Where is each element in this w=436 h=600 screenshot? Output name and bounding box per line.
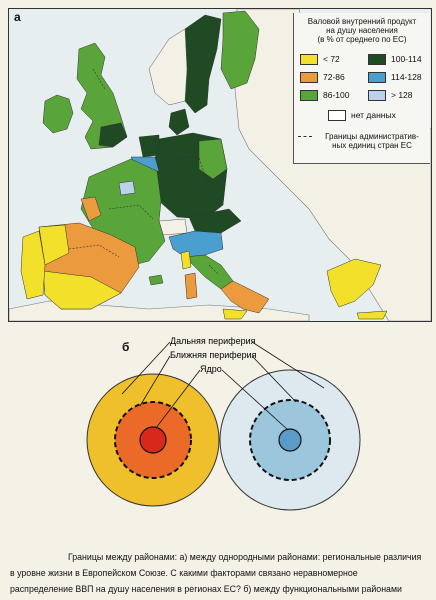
near-periphery-label: Ближняя периферия: [170, 350, 257, 360]
finland: [220, 10, 260, 90]
legend-item: 100-114: [368, 53, 422, 65]
caption-line: распределение ВВП на душу населения в ре…: [10, 584, 402, 594]
dashed-line-sample: [298, 136, 312, 137]
sicily: [222, 308, 248, 320]
caption-line: Границы между районами: а) между однород…: [68, 552, 422, 562]
switzerland: [158, 218, 188, 236]
far-periphery-label: Дальняя периферия: [170, 336, 256, 346]
crete: [356, 310, 388, 320]
legend-title: Валовой внутренний продукт на душу насел…: [298, 17, 426, 44]
legend-swatch: [368, 71, 386, 83]
legend-label: 100-114: [391, 53, 422, 64]
norway: [148, 28, 188, 106]
legend-swatch: [300, 71, 318, 83]
france-west: [80, 196, 102, 222]
spain-south: [42, 270, 122, 310]
figure-caption: Границы между районами: а) между однород…: [10, 549, 430, 597]
leader-lines: [121, 341, 325, 431]
balearics: [148, 274, 164, 286]
paris-region: [118, 180, 136, 196]
panel-b-letter: б: [122, 340, 130, 354]
legend-swatch: [328, 109, 346, 121]
legend-swatch: [368, 89, 386, 101]
austria: [188, 208, 242, 234]
admin-borders: [68, 48, 220, 276]
greece: [326, 258, 382, 308]
core-label: Ядро: [200, 364, 222, 374]
netherlands: [138, 134, 160, 158]
legend-label: > 128: [391, 89, 413, 100]
portugal: [20, 230, 46, 300]
core-periphery-diagram: Дальняя периферия Ближняя периферия Ядро: [86, 336, 361, 511]
left-core-circle: [139, 426, 167, 454]
legend-title-line: (в % от среднего по ЕС): [317, 35, 407, 44]
italy-south: [220, 280, 270, 314]
legend-border-note-line: Границы административ-: [325, 132, 419, 141]
map-legend: Валовой внутренний продукт на душу насел…: [293, 13, 430, 164]
legend-border-note-line: ных единиц стран ЕС: [332, 141, 412, 150]
legend-item: > 128: [368, 89, 413, 101]
legend-title-line: на душу населения: [326, 26, 398, 35]
gdp-map: Валовой внутренний продукт на душу насел…: [8, 8, 432, 322]
legend-item: 86-100: [300, 89, 349, 101]
legend-label: 72-86: [323, 71, 345, 82]
legend-label: < 72: [323, 53, 340, 64]
panel-a-letter: а: [14, 10, 21, 24]
legend-label: нет данных: [351, 109, 396, 120]
corsica: [180, 250, 192, 270]
legend-item: < 72: [300, 53, 340, 65]
right-core-circle: [278, 428, 302, 452]
caption-line: в уровне жизни в Европейском Союзе. С ка…: [10, 568, 358, 578]
legend-item: 72-86: [300, 71, 345, 83]
legend-swatch: [300, 53, 318, 65]
legend-label: 86-100: [323, 89, 350, 100]
legend-swatch: [300, 89, 318, 101]
legend-item: нет данных: [328, 109, 396, 121]
legend-label: 114-128: [391, 71, 422, 82]
denmark: [168, 108, 190, 136]
germany-east: [198, 138, 228, 180]
great-britain-south: [98, 122, 128, 148]
legend-swatch: [368, 53, 386, 65]
sardinia: [184, 272, 198, 300]
ireland: [42, 94, 74, 134]
italy-north: [168, 230, 224, 258]
legend-item: 114-128: [368, 71, 422, 83]
legend-title-line: Валовой внутренний продукт: [307, 17, 417, 26]
